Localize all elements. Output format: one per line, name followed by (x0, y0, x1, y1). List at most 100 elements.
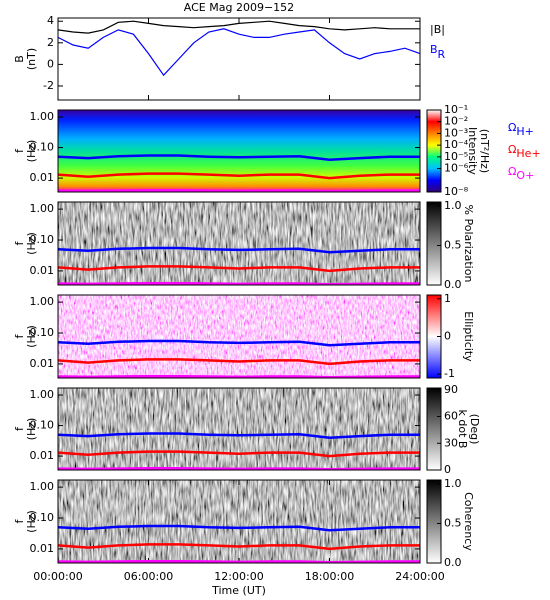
legend-subscript: R (438, 48, 446, 61)
y-tick-label: 0.01 (30, 449, 55, 462)
y-tick-label: 0.01 (30, 171, 55, 184)
y-tick-label: 0.01 (30, 357, 55, 370)
series-line (57, 246, 420, 254)
series-line (57, 154, 420, 161)
colorbar-tick-label: 30 (444, 436, 458, 449)
series-line (57, 172, 420, 180)
colorbar-tick-label: 1.0 (444, 199, 462, 212)
plot-frame (57, 479, 421, 564)
colorbar-tick-label: 0.5 (444, 238, 462, 251)
y-tick-label: 1.00 (30, 110, 55, 123)
colorbar-tick-label: 0 (444, 330, 451, 343)
series-line (57, 265, 420, 273)
y-tick-label: 0.10 (30, 141, 55, 154)
series-line (57, 20, 420, 34)
y-tick-label: 0.01 (30, 264, 55, 277)
legend-name: Ω (508, 143, 516, 156)
colorbar-tick-label: 10⁻⁴ (444, 138, 469, 151)
y-tick-label: 1.00 (30, 480, 55, 493)
series-line (57, 28, 421, 77)
y-axis-label: (Hz) (25, 325, 38, 348)
colorbar-label: k dot B (456, 410, 469, 449)
x-tick-label: 24:00:00 (395, 570, 444, 583)
series-line (57, 358, 420, 366)
colorbar-tick-label: 10⁻¹ (444, 103, 468, 116)
legend-name: Ω (508, 165, 516, 178)
y-axis-label: (nT) (25, 48, 38, 70)
y-axis-label: f (13, 240, 26, 245)
x-tick-label: 12:00:00 (214, 570, 263, 583)
colorbar-tick-label: 60 (444, 410, 458, 423)
colorbar-label: (Deg) (468, 414, 481, 445)
y-axis-label: f (13, 426, 26, 431)
colorbar-tick-label: 90 (444, 383, 458, 396)
legend-subscript: He+ (516, 147, 540, 160)
y-tick-label: 0.10 (30, 233, 55, 246)
colorbar-tick-label: 10⁻² (444, 115, 468, 128)
y-tick-label: 0.10 (30, 419, 55, 432)
x-tick-label: 06:00:00 (124, 570, 173, 583)
colorbar-tick-label: 0 (444, 463, 451, 476)
colorbar-tick-label: 0.5 (444, 516, 462, 529)
series-line (57, 543, 420, 551)
series-line (57, 524, 420, 532)
colorbar (426, 201, 442, 286)
y-tick-label: 1.00 (30, 388, 55, 401)
legend-subscript: O+ (516, 169, 534, 182)
y-axis-label: (Hz) (25, 418, 38, 441)
series-line (57, 188, 420, 193)
spectrogram-image (58, 202, 420, 285)
plot-frame (57, 387, 421, 471)
series-line (57, 374, 420, 379)
colorbar-tick-label: 0.0 (444, 278, 462, 291)
legend-subscript: H+ (516, 125, 534, 138)
colorbar-tick-label: 10⁻³ (444, 126, 468, 139)
y-tick-label: 0.10 (30, 326, 55, 339)
colorbar-label: (nT²/Hz) (478, 129, 491, 173)
plot-frame (57, 201, 421, 286)
colorbar-tick-label: -1 (444, 367, 455, 380)
x-tick-label: 00:00:00 (33, 570, 82, 583)
y-axis-label: f (13, 518, 26, 523)
colorbar-tick-label: 0.0 (444, 556, 462, 569)
y-axis-label: (Hz) (25, 140, 38, 163)
chart-title: ACE Mag 2009−152 (184, 1, 294, 14)
legend-name: Ω (508, 121, 516, 134)
colorbar-tick-label: 10⁻⁶ (444, 162, 469, 175)
colorbar-label: Intensity (466, 127, 479, 175)
colorbar-tick-label: 1.0 (444, 477, 462, 490)
y-axis-label: f (13, 148, 26, 153)
series-line (57, 432, 420, 439)
colorbar (426, 479, 442, 564)
y-axis-label: B (13, 55, 26, 63)
legend-label: |B| (430, 23, 445, 36)
plot-frame (57, 17, 421, 101)
y-axis-label: (Hz) (25, 510, 38, 533)
spectrogram-image (58, 295, 420, 378)
y-axis-label: (Hz) (25, 232, 38, 255)
legend-label: ΩH+ (508, 121, 534, 138)
colorbar-label: Coherency (462, 492, 475, 551)
series-line (57, 559, 420, 564)
colorbar (426, 109, 442, 193)
colorbar-tick-label: 10⁻⁵ (444, 150, 468, 163)
y-tick-label: 1.00 (30, 295, 55, 308)
colorbar-tick-label: 10⁻⁸ (444, 185, 469, 198)
legend-name: |B| (430, 23, 445, 36)
spectrogram-image (58, 110, 420, 192)
y-tick-label: 1.00 (30, 202, 55, 215)
y-tick-label: 2 (47, 36, 54, 49)
x-tick-label: 18:00:00 (305, 570, 354, 583)
series-line (57, 339, 420, 347)
plot-frame (57, 294, 421, 379)
legend-name: B (430, 43, 438, 56)
colorbar (426, 387, 442, 471)
series-line (57, 450, 420, 458)
spectrogram-image (58, 480, 420, 563)
series-line (57, 281, 420, 286)
colorbar-label: % Polarization (462, 205, 475, 283)
spectrogram-image (58, 388, 420, 470)
legend-label: ΩHe+ (508, 143, 541, 160)
plot-frame (57, 109, 421, 193)
